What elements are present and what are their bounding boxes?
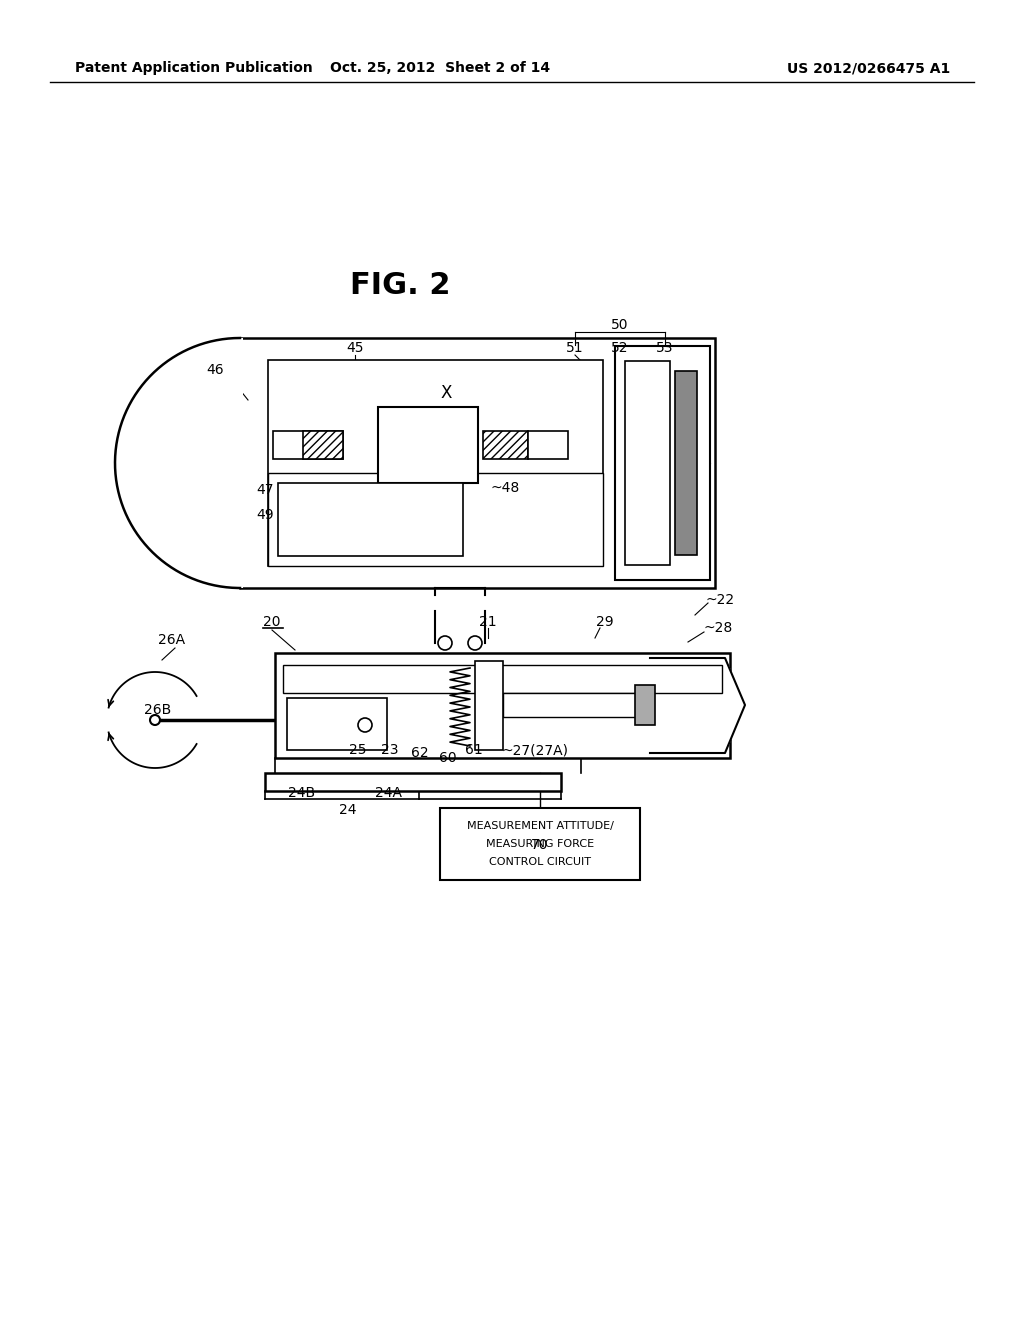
Text: ~22: ~22 [706,593,734,607]
Text: 24A: 24A [375,785,401,800]
Text: 70: 70 [531,838,549,851]
Text: 46: 46 [206,363,224,378]
Text: 45: 45 [346,341,364,355]
Text: US 2012/0266475 A1: US 2012/0266475 A1 [786,61,950,75]
Text: FIG. 2: FIG. 2 [350,271,451,300]
Bar [625,360,670,565]
Bar [240,338,243,587]
Bar [378,407,478,483]
Text: 23: 23 [381,743,398,756]
Circle shape [150,715,160,725]
Bar [283,665,722,693]
Text: 25: 25 [349,743,367,756]
Bar [440,808,640,880]
Text: 60: 60 [439,751,457,766]
Text: 24: 24 [339,803,356,817]
Bar [635,685,655,725]
Bar [273,432,343,459]
Bar [675,371,697,554]
Text: 62: 62 [412,746,429,760]
Text: ~27(27A): ~27(27A) [502,743,568,756]
Circle shape [468,636,482,649]
Text: X: X [440,384,452,403]
Text: 61: 61 [465,743,483,756]
Text: 47: 47 [256,483,273,498]
Text: 21: 21 [479,615,497,630]
Bar [268,473,603,566]
Bar [528,432,568,459]
Polygon shape [115,338,240,587]
Text: 51: 51 [566,341,584,355]
Bar [265,774,561,791]
Text: 50: 50 [611,318,629,333]
Text: Patent Application Publication: Patent Application Publication [75,61,312,75]
Bar [615,346,710,579]
Bar [275,653,730,758]
Text: ~48: ~48 [490,480,519,495]
Text: 26B: 26B [144,704,172,717]
Text: 29: 29 [596,615,613,630]
Text: 24B: 24B [289,785,315,800]
Text: 52: 52 [611,341,629,355]
Bar [483,432,528,459]
Bar [503,693,645,717]
Bar [240,338,715,587]
Text: CONTROL CIRCUIT: CONTROL CIRCUIT [489,857,591,867]
Polygon shape [650,657,745,752]
Text: MEASURING FORCE: MEASURING FORCE [486,840,594,849]
Bar [475,661,503,750]
Circle shape [358,718,372,733]
Circle shape [438,636,452,649]
Bar [278,483,463,556]
Text: ~28: ~28 [703,620,732,635]
Text: MEASUREMENT ATTITUDE/: MEASUREMENT ATTITUDE/ [467,821,613,832]
Text: 53: 53 [656,341,674,355]
Text: Oct. 25, 2012  Sheet 2 of 14: Oct. 25, 2012 Sheet 2 of 14 [330,61,550,75]
Bar [287,698,387,750]
Bar [303,432,343,459]
Text: 20: 20 [263,615,281,630]
Text: 49: 49 [256,508,273,521]
Bar [268,360,603,566]
Text: 26A: 26A [159,634,185,647]
